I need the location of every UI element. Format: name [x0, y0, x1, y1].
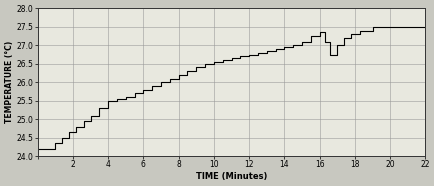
X-axis label: TIME (Minutes): TIME (Minutes)	[195, 172, 266, 181]
Y-axis label: TEMPERATURE (°C): TEMPERATURE (°C)	[5, 41, 14, 123]
